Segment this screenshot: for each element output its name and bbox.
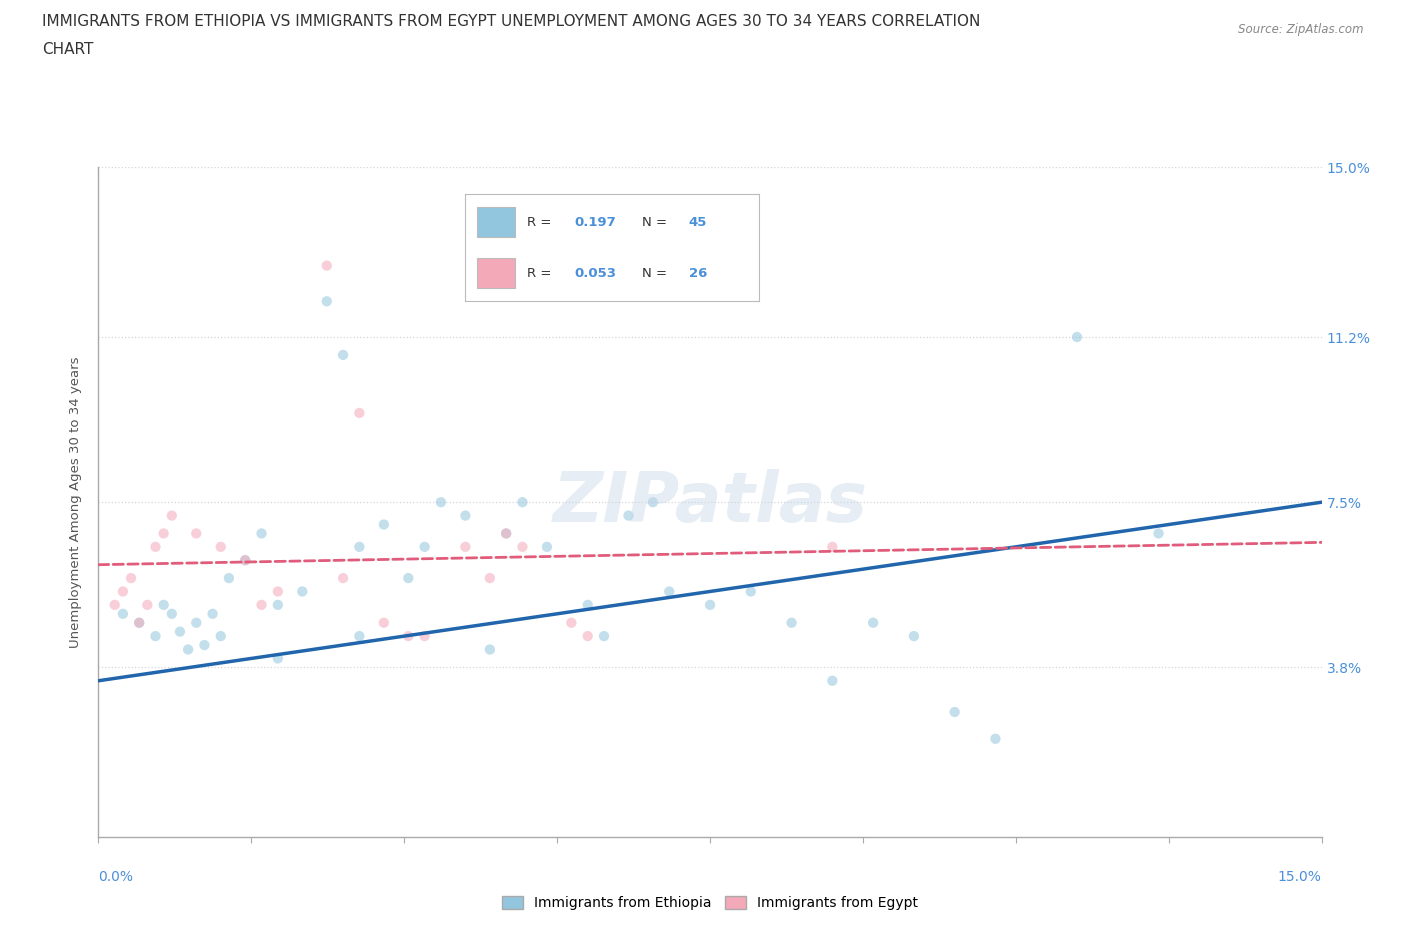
Point <box>454 508 477 523</box>
Point <box>145 539 167 554</box>
Text: IMMIGRANTS FROM ETHIOPIA VS IMMIGRANTS FROM EGYPT UNEMPLOYMENT AMONG AGES 30 TO : IMMIGRANTS FROM ETHIOPIA VS IMMIGRANTS F… <box>42 14 980 29</box>
Point <box>186 616 208 631</box>
Point <box>267 597 290 612</box>
Point <box>315 294 337 309</box>
Point <box>152 597 174 612</box>
Point <box>250 526 273 541</box>
Point <box>821 539 844 554</box>
Point <box>699 597 721 612</box>
Point <box>267 651 290 666</box>
Y-axis label: Unemployment Among Ages 30 to 34 years: Unemployment Among Ages 30 to 34 years <box>69 356 83 648</box>
Point <box>593 629 616 644</box>
Point <box>373 517 395 532</box>
Point <box>740 584 762 599</box>
Point <box>160 606 183 621</box>
Point <box>160 508 183 523</box>
Point <box>349 539 371 554</box>
Point <box>617 508 640 523</box>
Point <box>943 705 966 720</box>
Point <box>209 629 232 644</box>
Point <box>396 571 419 586</box>
Text: CHART: CHART <box>42 42 94 57</box>
Point <box>332 348 354 363</box>
Point <box>349 405 371 420</box>
Point <box>233 552 256 567</box>
Point <box>186 526 208 541</box>
Point <box>209 539 232 554</box>
Point <box>413 539 436 554</box>
Point <box>152 526 174 541</box>
Point <box>111 606 134 621</box>
Point <box>145 629 167 644</box>
Point <box>576 629 599 644</box>
Point <box>780 616 803 631</box>
Point <box>862 616 884 631</box>
Text: ZIPatlas: ZIPatlas <box>553 469 868 536</box>
Text: Source: ZipAtlas.com: Source: ZipAtlas.com <box>1239 23 1364 36</box>
Point <box>495 526 517 541</box>
Point <box>193 638 215 653</box>
Point <box>233 552 256 567</box>
Point <box>984 731 1007 746</box>
Point <box>512 539 534 554</box>
Point <box>291 584 314 599</box>
Point <box>430 495 453 510</box>
Point <box>128 616 150 631</box>
Point <box>128 616 150 631</box>
Point <box>332 571 354 586</box>
Point <box>560 616 582 631</box>
Text: 15.0%: 15.0% <box>1278 870 1322 884</box>
Point <box>111 584 134 599</box>
Point <box>120 571 142 586</box>
Point <box>495 526 517 541</box>
Point <box>821 673 844 688</box>
Point <box>177 642 200 657</box>
Point <box>104 597 127 612</box>
Point <box>1147 526 1170 541</box>
Point <box>454 539 477 554</box>
Point <box>413 629 436 644</box>
Point <box>903 629 925 644</box>
Legend: Immigrants from Ethiopia, Immigrants from Egypt: Immigrants from Ethiopia, Immigrants fro… <box>495 889 925 917</box>
Point <box>1066 329 1088 344</box>
Point <box>373 616 395 631</box>
Point <box>641 495 664 510</box>
Point <box>349 629 371 644</box>
Point <box>136 597 159 612</box>
Point <box>218 571 240 586</box>
Point <box>315 259 337 273</box>
Text: 0.0%: 0.0% <box>98 870 134 884</box>
Point <box>536 539 558 554</box>
Point <box>512 495 534 510</box>
Point <box>396 629 419 644</box>
Point <box>169 624 191 639</box>
Point <box>250 597 273 612</box>
Point <box>576 597 599 612</box>
Point <box>478 642 501 657</box>
Point <box>267 584 290 599</box>
Point <box>658 584 681 599</box>
Point <box>201 606 224 621</box>
Point <box>478 571 501 586</box>
